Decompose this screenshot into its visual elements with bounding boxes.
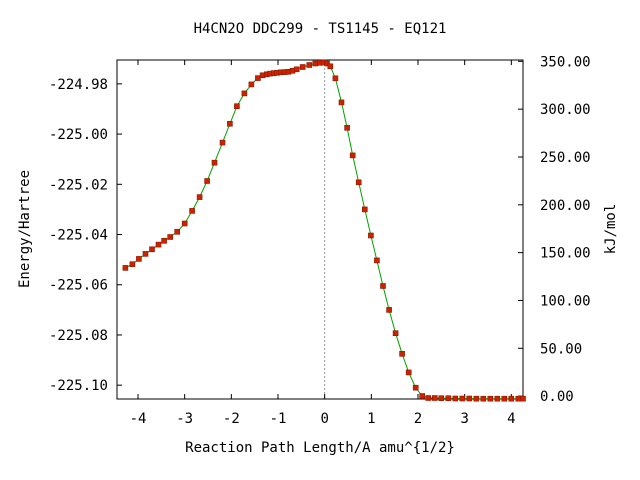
data-point — [255, 75, 261, 81]
y-tick-label: -225.04 — [49, 228, 108, 244]
data-point — [306, 62, 313, 68]
data-point — [219, 139, 226, 146]
y-tick-label: -225.06 — [49, 278, 108, 294]
data-point — [299, 64, 306, 70]
y2-tick-label: 200.00 — [540, 198, 591, 214]
data-point — [515, 395, 522, 402]
data-points — [122, 59, 526, 402]
data-point — [405, 369, 412, 376]
y-axis-right: 0.00 50.00 100.00 150.00 200.00 250.00 300.00 3… — [518, 54, 591, 405]
data-point — [438, 395, 445, 402]
data-point — [293, 66, 300, 73]
data-point — [355, 179, 362, 186]
data-point — [248, 81, 255, 88]
y-axis-left: -224.98 -225.00 -225.02 -225.04 -225.06 -225.… — [49, 77, 122, 394]
x-tick-label: 3 — [460, 411, 468, 427]
x-axis-label: Reaction Path Length/A amu^{1/2} — [185, 440, 455, 456]
data-point — [338, 99, 345, 106]
data-point — [425, 395, 432, 401]
y2-tick-label: 250.00 — [540, 150, 591, 166]
data-point — [161, 238, 167, 244]
data-point — [324, 60, 330, 67]
data-point — [361, 206, 368, 213]
data-point — [487, 395, 494, 402]
x-axis: -4 -3 -2 -1 0 1 2 3 4 — [130, 60, 516, 427]
data-point — [241, 90, 248, 97]
data-point — [174, 229, 180, 235]
data-point — [412, 384, 419, 391]
data-point — [149, 246, 155, 253]
data-point — [466, 395, 473, 402]
data-point — [392, 330, 399, 337]
y-tick-label: -225.08 — [49, 328, 108, 344]
data-point — [399, 350, 405, 357]
data-point — [419, 393, 426, 399]
chart-title: H4CN2O DDC299 - TS1145 - EQ121 — [194, 21, 447, 37]
data-point — [380, 283, 386, 289]
data-point — [181, 220, 188, 227]
data-point — [142, 251, 149, 257]
data-point — [122, 265, 129, 271]
data-point — [473, 395, 480, 402]
data-point — [452, 395, 459, 402]
x-tick-label: 2 — [414, 411, 422, 427]
data-point — [480, 395, 487, 402]
y-axis-label: Energy/Hartree — [17, 170, 33, 288]
data-point — [211, 159, 218, 166]
y-tick-label: -225.02 — [49, 177, 108, 193]
x-tick-label: -3 — [176, 411, 193, 427]
data-point — [332, 75, 339, 82]
data-point — [349, 152, 356, 159]
data-point — [189, 208, 195, 214]
data-point — [196, 194, 203, 200]
data-point — [234, 103, 240, 109]
x-tick-label: -4 — [130, 411, 147, 427]
data-point — [508, 395, 515, 402]
data-point — [459, 395, 466, 402]
data-point — [386, 307, 392, 313]
data-point — [368, 232, 374, 239]
x-tick-label: 0 — [320, 411, 328, 427]
data-point — [204, 178, 210, 184]
y-tick-label: -224.98 — [49, 77, 108, 93]
data-point — [494, 395, 501, 402]
data-point — [344, 125, 350, 131]
data-point — [520, 395, 526, 402]
y-tick-label: -225.10 — [49, 378, 108, 394]
y2-tick-label: 350.00 — [540, 54, 591, 70]
data-point — [431, 395, 438, 401]
data-point — [167, 234, 173, 240]
data-point — [312, 60, 319, 67]
y2-tick-label: 150.00 — [540, 246, 591, 262]
data-point — [227, 121, 233, 127]
data-point — [445, 395, 452, 402]
x-tick-label: 1 — [367, 411, 375, 427]
data-point — [327, 63, 334, 70]
y2-tick-label: 300.00 — [540, 102, 591, 118]
y2-tick-label: 100.00 — [540, 293, 591, 309]
x-tick-label: -1 — [270, 411, 287, 427]
data-point — [155, 241, 162, 248]
y-tick-label: -225.00 — [49, 127, 108, 143]
y2-axis-label: kJ/mol — [603, 204, 619, 255]
y2-tick-label: 50.00 — [540, 341, 582, 357]
y2-tick-label: 0.00 — [540, 389, 574, 405]
data-point — [129, 261, 136, 268]
x-tick-label: -2 — [223, 411, 240, 427]
data-point — [136, 256, 142, 262]
data-point — [501, 395, 508, 402]
data-point — [374, 257, 380, 264]
x-tick-label: 4 — [507, 411, 515, 427]
